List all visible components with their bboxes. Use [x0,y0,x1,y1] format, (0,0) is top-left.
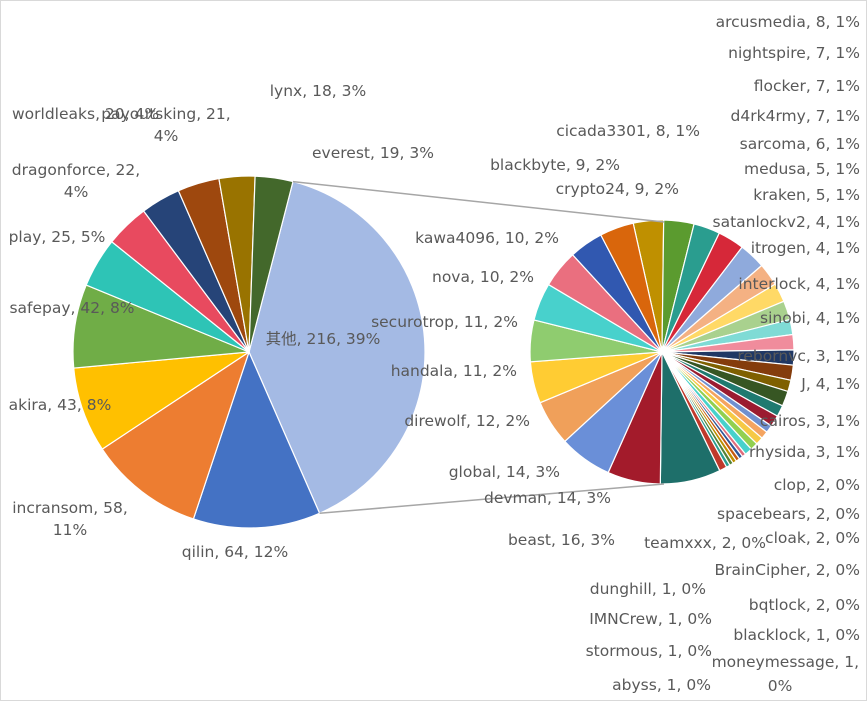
data-label-worldleaks: worldleaks, 20, 4% [12,105,159,123]
slice-other [248,180,426,515]
data-label-payoutsking: payoutsking, 21, 4% [101,105,230,145]
data-label-safepay: safepay, 42, 8% [9,299,134,317]
data-label-clop: clop, 2, 0% [774,476,860,494]
data-label-flocker: flocker, 7, 1% [754,77,860,95]
data-label-medusa: medusa, 5, 1% [744,160,860,178]
connector-line-top [292,180,665,223]
data-label-dunghill: dunghill, 1, 0% [590,580,706,598]
data-label-rhysida: rhysida, 3, 1% [749,443,860,461]
data-label-braincipher: BrainCipher, 2, 0% [715,561,861,579]
data-label-play: play, 25, 5% [9,228,106,246]
data-label-spacebears: spacebears, 2, 0% [717,505,860,523]
data-label-moneymessage-percent: 0% [768,677,793,695]
data-label-interlock: interlock, 4, 1% [738,275,860,293]
data-label-blacklock: blacklock, 1, 0% [733,626,860,644]
slice-everest [248,175,294,353]
data-label-other: 其他, 216, 39% [266,330,381,348]
data-label-incransom: incransom, 58, 11% [12,499,128,539]
data-label-beast: beast, 16, 3% [508,531,615,549]
data-label-nova: nova, 10, 2% [432,268,534,286]
data-label-crypto24: crypto24, 9, 2% [556,180,679,198]
slice-crypto24 [600,222,663,353]
data-label-cairos: cairos, 3, 1% [760,412,860,430]
data-label-moneymessage: moneymessage, 1, [712,653,859,671]
data-label-lynx: lynx, 18, 3% [270,82,367,100]
data-label-dragonforce: dragonforce, 22, 4% [12,161,140,201]
data-label-akira: akira, 43, 8% [9,396,112,414]
data-label-rebornvc: rebornvc, 3, 1% [737,347,860,365]
data-label-sinobi: sinobi, 4, 1% [760,309,860,327]
data-label-itrogen: itrogen, 4, 1% [751,239,860,257]
data-label-securotrop: securotrop, 11, 2% [371,313,518,331]
data-label-satanlockv2: satanlockv2, 4, 1% [713,213,860,231]
data-label-teamxxx: teamxxx, 2, 0% [644,534,766,552]
data-label-sarcoma: sarcoma, 6, 1% [740,135,860,153]
data-label-abyss: abyss, 1, 0% [612,676,711,694]
data-label-handala: handala, 11, 2% [391,362,517,380]
data-label-cloak: cloak, 2, 0% [765,529,860,547]
data-label-direwolf: direwolf, 12, 2% [404,412,530,430]
data-label-everest: everest, 19, 3% [312,144,434,162]
connector-line-bottom [319,483,665,514]
data-label-nightspire: nightspire, 7, 1% [728,44,860,62]
data-label-imncrew: IMNCrew, 1, 0% [589,610,712,628]
data-label-kraken: kraken, 5, 1% [753,186,860,204]
data-label-d4rk4rmy: d4rk4rmy, 7, 1% [731,107,860,125]
data-label-stormous: stormous, 1, 0% [586,642,712,660]
data-label-j: J, 4, 1% [800,375,860,393]
data-label-kawa4096: kawa4096, 10, 2% [415,229,559,247]
slice-qilin [192,350,321,529]
data-label-devman: devman, 14, 3% [484,489,611,507]
data-label-cicada3301: cicada3301, 8, 1% [556,122,700,140]
data-label-blackbyte: blackbyte, 9, 2% [490,156,620,174]
slice-incransom [101,350,251,520]
data-label-bqtlock: bqtlock, 2, 0% [749,596,860,614]
data-label-qilin: qilin, 64, 12% [182,543,288,561]
data-label-global: global, 14, 3% [449,463,560,481]
data-label-arcusmedia: arcusmedia, 8, 1% [716,13,860,31]
